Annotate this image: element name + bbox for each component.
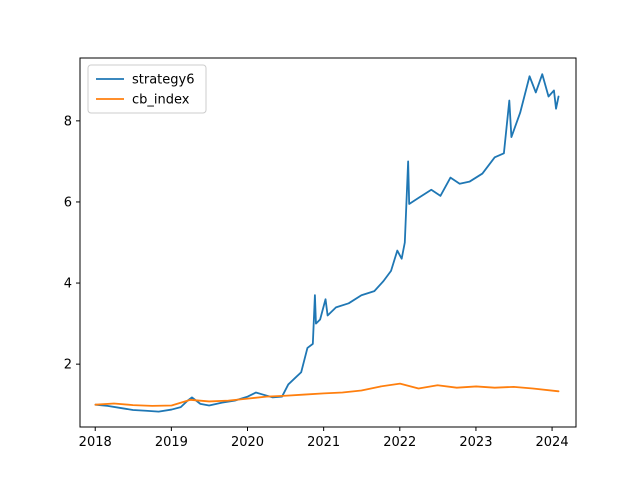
- x-tick-label: 2019: [155, 435, 188, 450]
- legend-label-strategy6: strategy6: [132, 73, 195, 88]
- x-tick-label: 2023: [459, 435, 492, 450]
- y-tick-label: 6: [64, 195, 72, 210]
- x-tick-label: 2021: [307, 435, 340, 450]
- legend: strategy6 cb_index: [87, 64, 207, 114]
- series-line-strategy6: [94, 73, 560, 413]
- legend-label-cb-index: cb_index: [132, 93, 190, 108]
- y-axis: 2 4 6 8: [64, 114, 80, 373]
- legend-box: [87, 64, 207, 114]
- y-tick-label: 8: [64, 114, 72, 129]
- plot-frame: [79, 57, 577, 428]
- series-layer: [94, 73, 560, 413]
- x-tick-label: 2020: [231, 435, 264, 450]
- y-tick-label: 4: [64, 277, 72, 292]
- y-tick-label: 2: [64, 358, 72, 373]
- x-axis: 2018 2019 2020 2021 2022 2023 2024: [79, 427, 569, 450]
- series-line-cb-index: [94, 382, 560, 407]
- x-tick-label: 2024: [536, 435, 569, 450]
- x-tick-label: 2022: [383, 435, 416, 450]
- x-tick-label: 2018: [79, 435, 112, 450]
